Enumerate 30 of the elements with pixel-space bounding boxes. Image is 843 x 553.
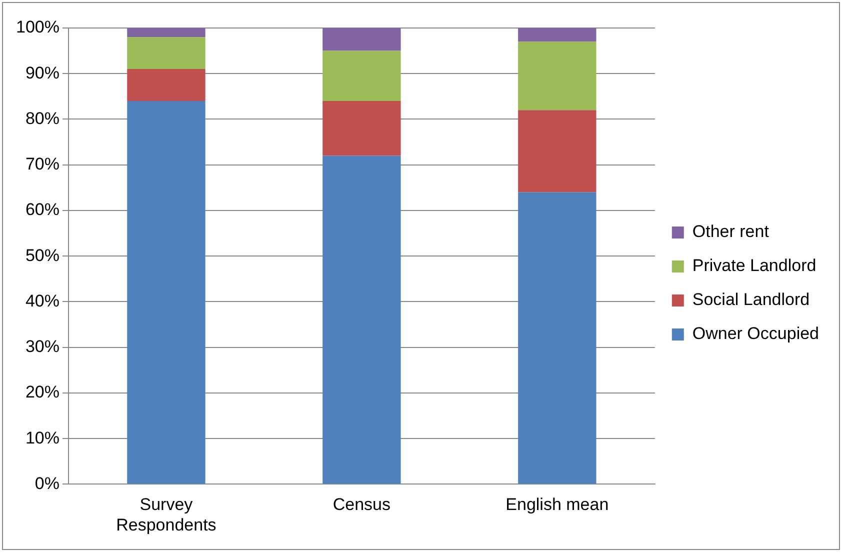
legend-label: Other rent	[692, 222, 770, 242]
y-tick-label: 30%	[25, 337, 60, 356]
x-tick-label: Census	[332, 495, 391, 514]
x-tick-label: Survey Respondents	[116, 495, 216, 534]
bar	[127, 37, 206, 70]
y-tick-label: 40%	[25, 291, 60, 310]
y-tick-label: 70%	[25, 154, 60, 174]
legend-label: Social Landlord	[692, 290, 810, 310]
bar	[127, 100, 206, 484]
y-tick-label: 100%	[16, 18, 60, 37]
bar	[127, 28, 206, 38]
legend-label: Private Landlord	[692, 256, 816, 276]
y-tick-label: 80%	[25, 108, 60, 128]
bar	[518, 110, 596, 192]
bar	[518, 42, 596, 110]
bar	[322, 50, 401, 101]
y-tick-label: 10%	[25, 428, 60, 448]
y-tick-label: 20%	[25, 382, 60, 402]
bar	[518, 28, 596, 42]
bar	[322, 100, 401, 156]
x-tick-label: English mean	[506, 495, 609, 514]
bar	[518, 192, 596, 484]
bar	[322, 156, 401, 484]
y-tick-label: 90%	[25, 63, 60, 82]
y-tick-label: 0%	[34, 474, 60, 493]
y-tick-label: 50%	[25, 246, 60, 265]
bar	[127, 69, 206, 101]
bar	[322, 28, 401, 51]
y-tick-label: 60%	[25, 200, 60, 220]
legend-label: Owner Occupied	[692, 324, 820, 344]
